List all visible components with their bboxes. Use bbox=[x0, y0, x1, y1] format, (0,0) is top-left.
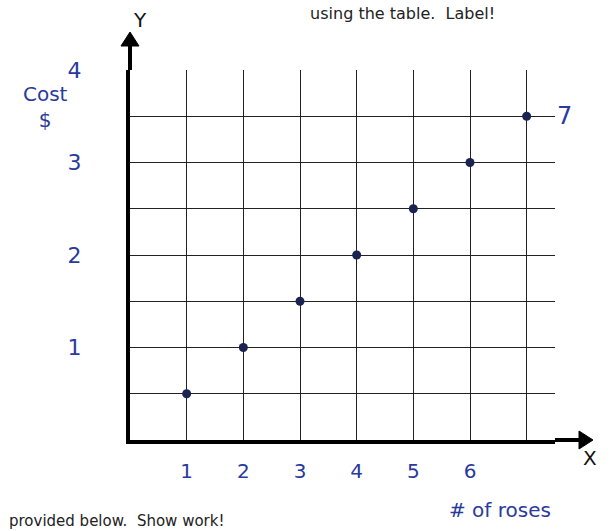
svg-text:provided below. Show work!: provided below. Show work! bbox=[9, 512, 224, 530]
svg-text:5: 5 bbox=[407, 459, 420, 483]
svg-text:4: 4 bbox=[68, 58, 82, 83]
svg-text:2: 2 bbox=[68, 243, 82, 268]
svg-text:# of roses: # of roses bbox=[449, 498, 551, 522]
svg-text:3: 3 bbox=[294, 459, 307, 483]
svg-text:1: 1 bbox=[180, 459, 193, 483]
svg-text:7: 7 bbox=[557, 102, 572, 130]
svg-text:2: 2 bbox=[237, 459, 250, 483]
svg-text:6: 6 bbox=[464, 459, 477, 483]
svg-text:4: 4 bbox=[350, 459, 363, 483]
svg-text:3: 3 bbox=[68, 150, 82, 175]
svg-text:1: 1 bbox=[68, 335, 82, 360]
svg-text:Y: Y bbox=[133, 8, 147, 32]
svg-text:using the table. Label!: using the table. Label! bbox=[310, 4, 495, 23]
svg-text:Cost$: Cost$ bbox=[23, 82, 68, 132]
svg-text:X: X bbox=[583, 446, 597, 470]
